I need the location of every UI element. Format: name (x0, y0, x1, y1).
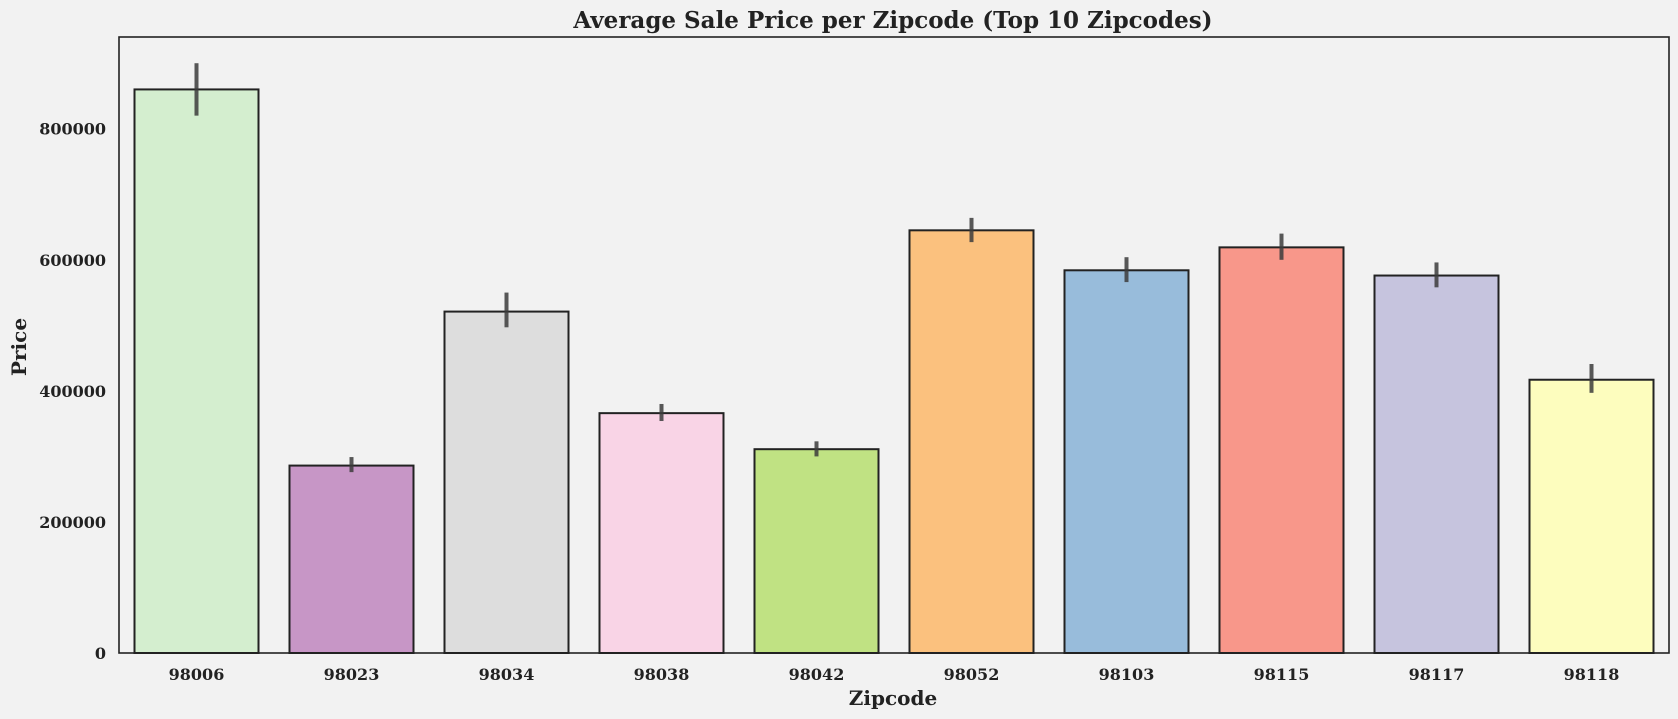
y-tick-label: 800000 (39, 120, 106, 139)
x-tick-label: 98118 (1564, 665, 1620, 684)
bar (133, 88, 260, 654)
bar (598, 412, 725, 654)
x-tick-label: 98038 (634, 665, 690, 684)
bar (1528, 378, 1655, 654)
bar (1218, 246, 1345, 654)
chart-title: Average Sale Price per Zipcode (Top 10 Z… (572, 7, 1212, 34)
x-tick-label: 98115 (1254, 665, 1310, 684)
x-tick-label: 98023 (324, 665, 380, 684)
bar (443, 310, 570, 654)
x-tick-label: 98006 (169, 665, 225, 684)
bar (1373, 274, 1500, 654)
bar (908, 229, 1035, 654)
bar (288, 464, 415, 655)
x-tick-label: 98103 (1099, 665, 1155, 684)
x-tick-label: 98052 (944, 665, 1000, 684)
x-tick-label: 98117 (1409, 665, 1465, 684)
y-axis-label: Price (7, 318, 31, 376)
x-tick-label: 98034 (479, 665, 535, 684)
x-tick-label: 98042 (789, 665, 845, 684)
x-axis-label: Zipcode (849, 686, 937, 710)
bar (1063, 269, 1190, 654)
y-tick-label: 600000 (39, 251, 106, 270)
y-tick-label: 0 (95, 644, 106, 663)
axes-frame (118, 36, 1670, 654)
y-tick-label: 200000 (39, 513, 106, 532)
y-tick-label: 400000 (39, 382, 106, 401)
plot-area: 0 200000 400000 600000 800000 98006 98023 98034… (39, 36, 1670, 684)
bar (753, 448, 880, 654)
